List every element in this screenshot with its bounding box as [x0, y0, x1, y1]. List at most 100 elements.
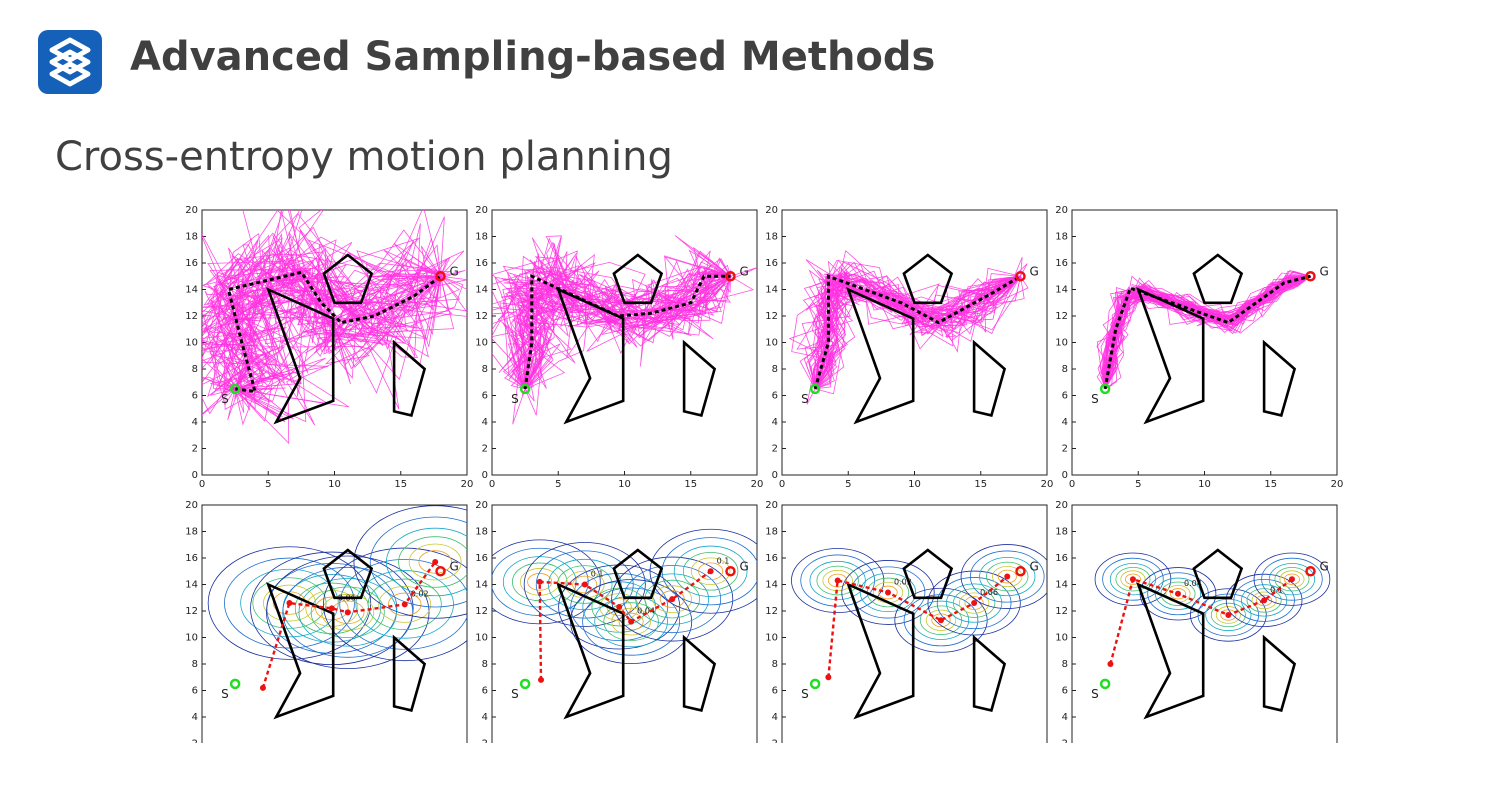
density-contour: [611, 556, 734, 642]
y-tick-label: 6: [1062, 686, 1068, 697]
x-tick-label: 0: [1069, 479, 1075, 490]
sample-trajectory: [492, 256, 731, 389]
density-contour: [958, 592, 990, 614]
density-contour: [1115, 567, 1151, 592]
y-tick-label: 14: [475, 285, 488, 296]
y-tick-label: 0: [482, 470, 488, 481]
obstacle-chevron: [846, 287, 915, 425]
y-tick-label: 4: [772, 417, 778, 428]
start-marker: [1099, 678, 1111, 690]
obstacle-chevron: [846, 582, 915, 720]
density-contour: [979, 556, 1036, 597]
density-contour: [523, 542, 646, 627]
y-tick-label: 20: [185, 205, 198, 216]
sample-trajectory: [507, 265, 731, 390]
density-contour: [339, 558, 467, 650]
goal-label: G: [1030, 264, 1039, 278]
start-marker: [809, 678, 821, 690]
sample-trajectory: [1104, 275, 1311, 390]
density-contour: [315, 596, 349, 621]
density-contour: [661, 537, 757, 606]
x-tick-label: 20: [461, 479, 474, 490]
density-contour: [582, 587, 681, 656]
start-marker: [229, 383, 241, 395]
x-tick-label: 5: [265, 479, 271, 490]
trajectory-panel: 0 5 10 15 20 0 2 4 6 8 10 12 14 16 18 20 S G: [1055, 205, 1343, 490]
goal-marker: [725, 271, 736, 282]
y-tick-label: 18: [475, 527, 488, 538]
obstacle-pentagon: [612, 253, 664, 305]
sample-trajectory: [510, 237, 731, 389]
contour-label: 0.06: [980, 588, 998, 597]
density-contour: [1102, 557, 1164, 601]
y-tick-label: 18: [185, 232, 198, 243]
y-tick-label: 6: [1062, 391, 1068, 402]
sample-trajectory: [215, 210, 452, 408]
x-tick-label: 15: [394, 479, 407, 490]
goal-label: G: [1030, 559, 1039, 573]
x-tick-label: 5: [1135, 479, 1141, 490]
y-tick-label: 4: [772, 712, 778, 723]
obstacle-quad: [392, 634, 427, 712]
density-contour: [1190, 588, 1267, 642]
mean-waypoint: [1129, 576, 1136, 583]
mean-waypoint: [1175, 590, 1181, 597]
mean-waypoint: [432, 558, 439, 565]
y-tick-label: 4: [482, 712, 488, 723]
start-label: S: [1091, 687, 1099, 701]
goal-marker: [435, 566, 446, 577]
density-contour: [1279, 570, 1305, 589]
density-contour: [986, 561, 1029, 592]
sample-trajectory: [202, 226, 441, 422]
obstacle-pentagon: [902, 253, 954, 305]
y-tick-label: 16: [1055, 553, 1068, 564]
y-tick-label: 6: [192, 686, 198, 697]
y-tick-label: 20: [475, 500, 488, 511]
sample-trajectory: [209, 247, 441, 390]
obstacle-quad: [1262, 339, 1297, 417]
density-contour: [969, 550, 1045, 603]
y-tick-label: 10: [475, 338, 488, 349]
y-tick-label: 2: [482, 739, 488, 744]
start-label: S: [221, 687, 229, 701]
y-tick-label: 0: [1062, 470, 1068, 481]
mean-waypoint: [1225, 611, 1232, 618]
mean-waypoint: [401, 601, 408, 608]
density-contour: [250, 551, 414, 666]
contour-group: 0.04 0.1: [1094, 552, 1331, 642]
contour-group: 0.02 0.06: [791, 544, 1047, 653]
density-contour: [1124, 573, 1141, 585]
density-contour: [266, 555, 430, 670]
density-contour: [992, 565, 1023, 588]
contour-label: 0.04: [637, 607, 655, 616]
obstacle-pentagon: [322, 253, 374, 305]
density-contour: [418, 550, 452, 574]
x-tick-label: 20: [751, 479, 764, 490]
density-contour: [927, 570, 1021, 636]
density-contour: [1225, 573, 1303, 627]
y-tick-label: 10: [765, 338, 778, 349]
density-contour: [964, 596, 984, 610]
y-tick-label: 8: [482, 364, 488, 375]
density-panel: 05101520024681012141618200.10.040.1SGite…: [475, 500, 758, 744]
y-tick-label: 6: [772, 391, 778, 402]
y-tick-label: 18: [475, 232, 488, 243]
density-contour: [408, 543, 462, 581]
y-tick-label: 18: [185, 527, 198, 538]
y-tick-label: 20: [1055, 205, 1068, 216]
y-tick-label: 16: [765, 258, 778, 269]
y-tick-label: 10: [1055, 338, 1068, 349]
contour-label: 0.04: [1184, 579, 1202, 588]
best-path: [523, 273, 731, 390]
mean-path: [1109, 577, 1293, 665]
contour-label: 0.02: [411, 589, 429, 598]
density-contour: [386, 527, 467, 597]
y-tick-label: 2: [1062, 739, 1068, 744]
sample-trajectory: [202, 276, 441, 391]
sample-trajectory: [202, 210, 441, 420]
obstacle-chevron: [1136, 287, 1205, 425]
sample-trajectory: [1103, 275, 1311, 389]
y-tick-label: 2: [772, 444, 778, 455]
density-contour: [398, 536, 467, 588]
app-logo: [38, 30, 102, 94]
